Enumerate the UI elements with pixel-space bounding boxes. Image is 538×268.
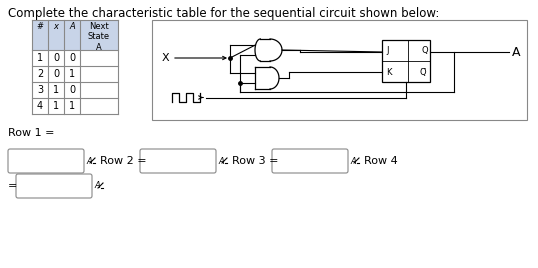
- Text: 0: 0: [53, 53, 59, 63]
- Text: 1: 1: [53, 101, 59, 111]
- FancyBboxPatch shape: [140, 149, 216, 173]
- Text: Complete the characteristic table for the sequential circuit shown below:: Complete the characteristic table for th…: [8, 7, 440, 20]
- Bar: [152, 20, 527, 120]
- Text: J: J: [386, 46, 388, 55]
- Text: A: A: [350, 157, 356, 166]
- Text: A: A: [86, 157, 92, 166]
- Text: 1: 1: [37, 53, 43, 63]
- FancyBboxPatch shape: [16, 174, 92, 198]
- Text: 3: 3: [37, 85, 43, 95]
- Text: A: A: [94, 181, 100, 191]
- Text: Q: Q: [422, 46, 429, 55]
- Text: 1: 1: [69, 69, 75, 79]
- Text: 0: 0: [69, 53, 75, 63]
- Text: A: A: [218, 157, 224, 166]
- Text: K: K: [386, 68, 392, 77]
- Text: 2: 2: [37, 69, 43, 79]
- Text: 1: 1: [69, 101, 75, 111]
- Text: Q̅: Q̅: [420, 68, 427, 77]
- Text: Row 2 =: Row 2 =: [100, 156, 147, 166]
- Text: X: X: [162, 53, 169, 63]
- Text: =: =: [8, 181, 17, 191]
- Text: 0: 0: [69, 85, 75, 95]
- Bar: [382, 40, 430, 82]
- Text: A: A: [69, 22, 75, 31]
- Text: A: A: [512, 46, 520, 58]
- Text: Row 3 =: Row 3 =: [232, 156, 279, 166]
- FancyBboxPatch shape: [8, 149, 84, 173]
- Text: 0: 0: [53, 69, 59, 79]
- Bar: [32, 20, 118, 50]
- FancyBboxPatch shape: [272, 149, 348, 173]
- Text: x: x: [53, 22, 59, 31]
- Text: 1: 1: [53, 85, 59, 95]
- Text: Row 4: Row 4: [364, 156, 398, 166]
- Text: #: #: [37, 22, 44, 31]
- Text: 4: 4: [37, 101, 43, 111]
- Text: Row 1 =: Row 1 =: [8, 128, 54, 138]
- Text: Next
State
A: Next State A: [88, 22, 110, 52]
